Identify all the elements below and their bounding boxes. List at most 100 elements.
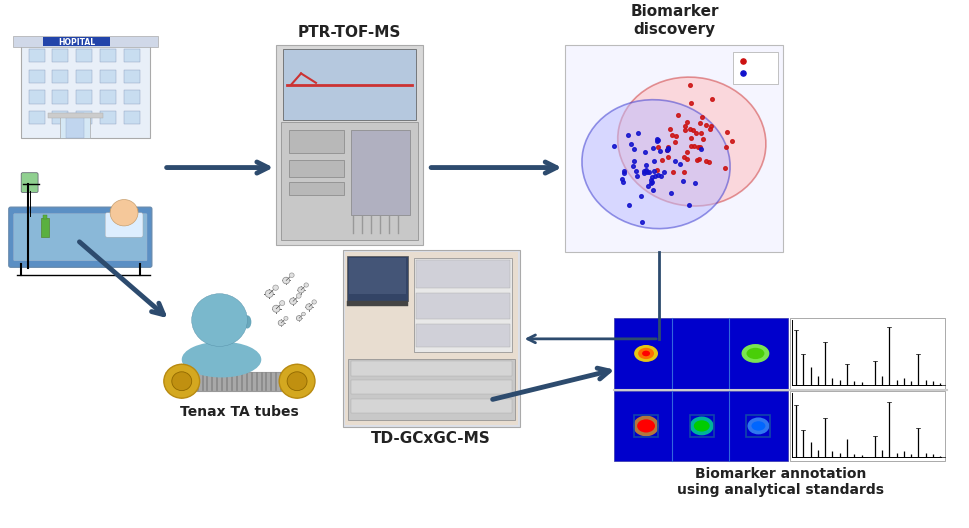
Point: [631, 128, 646, 137]
FancyBboxPatch shape: [417, 324, 510, 347]
Bar: [124, 90, 140, 103]
Point: [620, 130, 636, 139]
Point: [685, 126, 701, 134]
Point: [607, 142, 622, 150]
Ellipse shape: [638, 419, 655, 432]
Point: [641, 168, 657, 176]
Point: [688, 129, 703, 138]
Bar: [124, 111, 140, 124]
Point: [646, 166, 662, 175]
FancyBboxPatch shape: [283, 49, 417, 120]
Bar: [52, 90, 69, 103]
Point: [626, 157, 641, 166]
Point: [645, 186, 661, 194]
Point: [616, 167, 632, 175]
Circle shape: [164, 364, 200, 398]
Point: [681, 201, 697, 209]
Point: [637, 167, 652, 176]
Point: [659, 146, 674, 155]
Text: TD-GCxGC-MS: TD-GCxGC-MS: [370, 431, 490, 446]
Text: Tenax TA tubes: Tenax TA tubes: [180, 405, 298, 419]
Point: [689, 156, 704, 165]
Point: [687, 179, 703, 187]
Circle shape: [297, 287, 304, 293]
Point: [660, 143, 675, 152]
FancyBboxPatch shape: [106, 213, 143, 237]
Bar: [100, 90, 116, 103]
Point: [672, 160, 687, 168]
FancyBboxPatch shape: [348, 359, 515, 420]
Point: [629, 167, 644, 175]
Point: [677, 122, 693, 130]
Bar: [100, 70, 116, 83]
Bar: [345, 252, 517, 426]
Bar: [124, 70, 140, 83]
FancyBboxPatch shape: [21, 173, 38, 193]
Point: [629, 172, 644, 180]
Point: [660, 144, 675, 153]
Point: [692, 154, 707, 163]
Bar: [351, 380, 512, 394]
FancyBboxPatch shape: [347, 256, 409, 301]
Ellipse shape: [617, 77, 766, 206]
Circle shape: [283, 277, 290, 284]
Point: [698, 120, 713, 129]
Point: [616, 169, 632, 177]
Circle shape: [172, 372, 192, 391]
Point: [703, 121, 719, 130]
Ellipse shape: [642, 351, 650, 356]
Bar: [43, 214, 47, 219]
Bar: [289, 160, 344, 177]
Ellipse shape: [690, 417, 714, 435]
Circle shape: [297, 316, 301, 320]
Point: [652, 147, 668, 155]
Point: [646, 156, 662, 165]
Bar: [690, 414, 714, 437]
Point: [625, 162, 641, 171]
Point: [686, 142, 702, 150]
Point: [626, 145, 641, 153]
Ellipse shape: [582, 100, 730, 229]
Point: [623, 139, 639, 148]
Bar: [41, 219, 48, 237]
Point: [660, 144, 675, 152]
Circle shape: [280, 300, 285, 306]
Bar: [746, 414, 770, 437]
Circle shape: [284, 316, 288, 320]
Ellipse shape: [182, 342, 262, 378]
Point: [664, 131, 679, 139]
Circle shape: [287, 372, 307, 391]
Ellipse shape: [634, 345, 658, 362]
Bar: [351, 130, 411, 214]
FancyBboxPatch shape: [417, 260, 510, 288]
Point: [659, 146, 674, 155]
Bar: [634, 414, 658, 437]
FancyBboxPatch shape: [9, 207, 152, 267]
Point: [664, 189, 679, 197]
Text: HOPITAL: HOPITAL: [58, 39, 95, 48]
Point: [656, 167, 672, 176]
Point: [679, 118, 695, 127]
Point: [638, 161, 653, 169]
Bar: [289, 130, 344, 154]
FancyBboxPatch shape: [276, 45, 423, 245]
Circle shape: [279, 364, 315, 398]
Bar: [60, 113, 90, 138]
Bar: [67, 113, 84, 138]
FancyBboxPatch shape: [733, 52, 778, 84]
Point: [649, 135, 665, 143]
Point: [654, 172, 670, 180]
Point: [694, 112, 709, 121]
Circle shape: [272, 305, 280, 312]
Bar: [791, 318, 946, 389]
Point: [719, 127, 735, 136]
Bar: [100, 49, 116, 62]
Bar: [614, 391, 788, 461]
Circle shape: [192, 294, 247, 346]
Bar: [351, 362, 512, 375]
Point: [638, 148, 653, 156]
Ellipse shape: [752, 421, 766, 431]
FancyBboxPatch shape: [349, 258, 406, 294]
Circle shape: [273, 285, 278, 290]
Circle shape: [306, 304, 312, 310]
